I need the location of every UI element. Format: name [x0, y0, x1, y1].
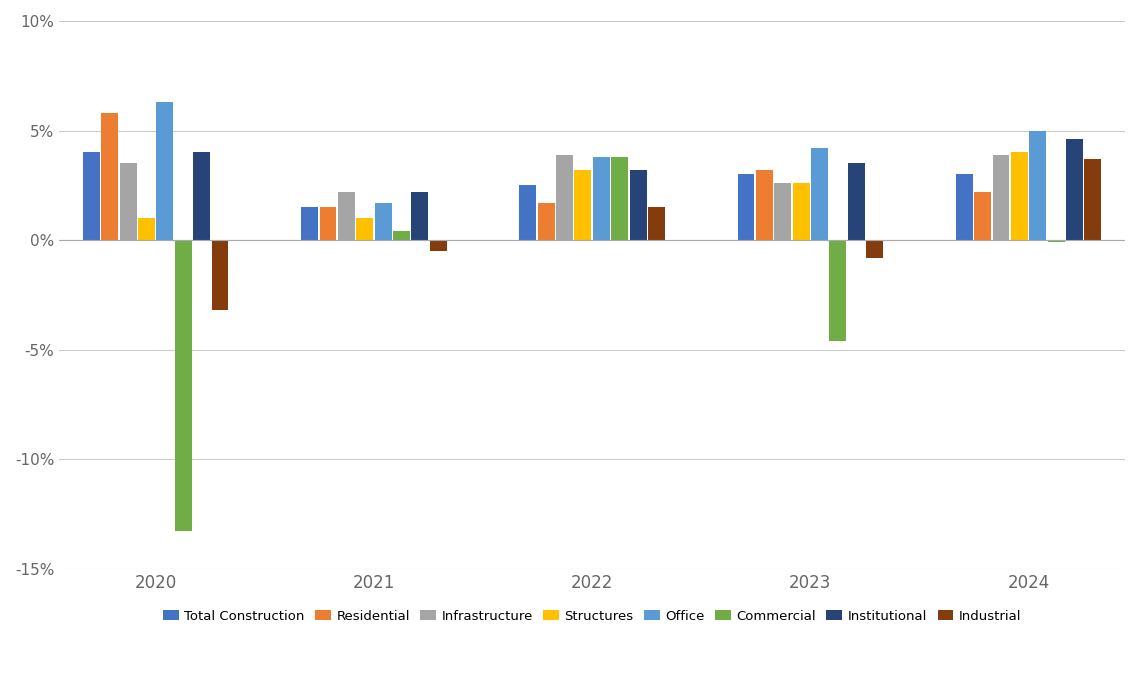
Bar — [955, 174, 972, 240]
Bar — [629, 170, 646, 240]
Bar — [792, 183, 809, 240]
Bar — [301, 207, 318, 240]
Bar — [430, 240, 447, 251]
Bar — [1011, 152, 1028, 240]
Bar — [1048, 240, 1065, 243]
Bar — [774, 183, 791, 240]
Bar — [593, 157, 610, 240]
Bar — [319, 207, 336, 240]
Bar — [1066, 139, 1083, 240]
Bar — [412, 192, 429, 240]
Bar — [830, 240, 846, 341]
Bar — [1029, 130, 1047, 240]
Bar — [1084, 159, 1101, 240]
Bar — [174, 240, 192, 531]
Bar — [101, 113, 119, 240]
Bar — [357, 218, 373, 240]
Bar — [138, 218, 155, 240]
Bar — [866, 240, 884, 258]
Bar — [193, 152, 210, 240]
Bar — [556, 154, 573, 240]
Bar — [848, 163, 865, 240]
Bar — [375, 203, 391, 240]
Bar — [156, 102, 173, 240]
Legend: Total Construction, Residential, Infrastructure, Structures, Office, Commercial,: Total Construction, Residential, Infrast… — [157, 604, 1026, 628]
Bar — [520, 185, 536, 240]
Bar — [648, 207, 665, 240]
Bar — [975, 192, 991, 240]
Bar — [756, 170, 773, 240]
Bar — [575, 170, 592, 240]
Bar — [83, 152, 100, 240]
Bar — [738, 174, 755, 240]
Bar — [611, 157, 628, 240]
Bar — [337, 192, 355, 240]
Bar — [993, 154, 1009, 240]
Bar — [393, 232, 410, 240]
Bar — [120, 163, 137, 240]
Bar — [212, 240, 228, 310]
Bar — [811, 148, 828, 240]
Bar — [538, 203, 555, 240]
